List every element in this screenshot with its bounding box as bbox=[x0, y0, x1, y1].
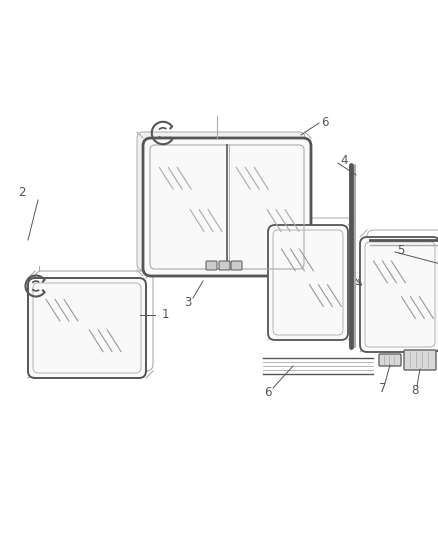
Text: 4: 4 bbox=[340, 155, 347, 167]
Text: 2: 2 bbox=[18, 187, 26, 199]
FancyBboxPatch shape bbox=[360, 237, 438, 352]
FancyBboxPatch shape bbox=[404, 350, 436, 370]
FancyBboxPatch shape bbox=[137, 132, 305, 270]
FancyBboxPatch shape bbox=[143, 138, 311, 276]
FancyBboxPatch shape bbox=[268, 225, 348, 340]
Text: 8: 8 bbox=[411, 384, 419, 398]
FancyBboxPatch shape bbox=[379, 354, 401, 366]
Text: 5: 5 bbox=[397, 244, 404, 256]
FancyBboxPatch shape bbox=[28, 278, 146, 378]
FancyBboxPatch shape bbox=[219, 261, 230, 270]
FancyBboxPatch shape bbox=[206, 261, 217, 270]
FancyBboxPatch shape bbox=[231, 261, 242, 270]
Text: 7: 7 bbox=[379, 382, 387, 394]
Text: 1: 1 bbox=[162, 309, 170, 321]
Text: 6: 6 bbox=[264, 386, 272, 400]
Text: 6: 6 bbox=[321, 116, 328, 128]
Text: 3: 3 bbox=[184, 295, 192, 309]
